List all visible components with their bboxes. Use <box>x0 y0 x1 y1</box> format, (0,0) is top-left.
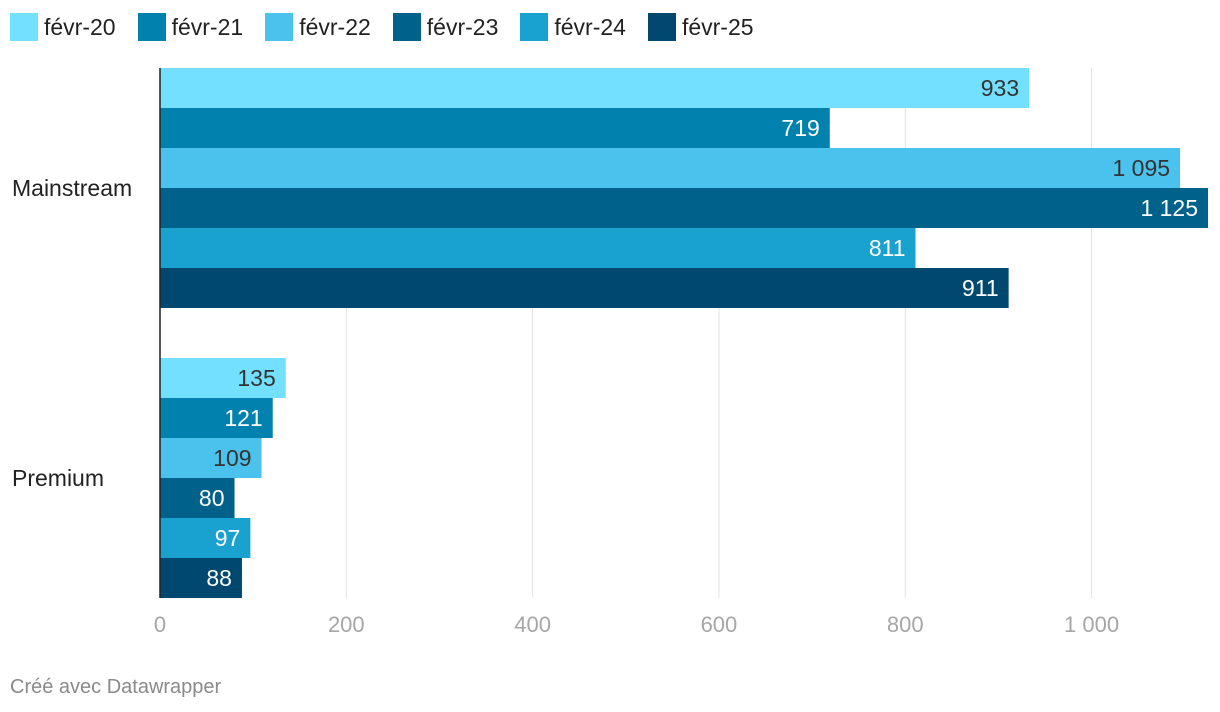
legend-label: févr-21 <box>171 13 244 40</box>
legend-label: févr-25 <box>681 13 754 40</box>
x-tick-label: 200 <box>328 612 365 637</box>
legend-label: févr-23 <box>426 13 499 40</box>
legend-item: févr-24 <box>520 13 626 41</box>
chart-legend: févr-20 févr-21 févr-22 févr-23 févr-24 févr-… <box>10 12 776 42</box>
legend-item: févr-25 <box>647 13 754 41</box>
data-label: 109 <box>213 445 251 471</box>
bar <box>160 558 242 598</box>
x-tick-label: 600 <box>701 612 738 637</box>
data-label: 719 <box>781 115 819 141</box>
legend-item: févr-21 <box>137 13 244 41</box>
data-label: 97 <box>215 525 241 551</box>
data-label: 88 <box>206 565 232 591</box>
legend-swatch <box>10 13 38 41</box>
category-label: Mainstream <box>12 175 132 201</box>
bar <box>160 68 1030 108</box>
data-label: 1 125 <box>1140 195 1198 221</box>
legend-item: févr-20 <box>10 13 116 41</box>
data-label: 80 <box>199 485 225 511</box>
footer-credit: Créé avec Datawrapper <box>10 676 222 698</box>
bar <box>160 518 251 558</box>
data-label: 121 <box>224 405 262 431</box>
data-label: 933 <box>981 75 1019 101</box>
bar-chart: 0 200 400 600 800 1 000 933 719 1 095 1 125 811 911… <box>12 68 1208 637</box>
category-label: Premium <box>12 465 104 491</box>
legend-swatch <box>137 13 166 41</box>
x-tick-label: 1 000 <box>1064 612 1119 637</box>
data-label: 811 <box>869 235 906 261</box>
legend-swatch <box>265 13 294 41</box>
x-tick-label: 0 <box>154 612 166 637</box>
legend-swatch <box>392 13 421 41</box>
bar <box>160 358 286 398</box>
legend-item: févr-23 <box>392 13 499 41</box>
bar <box>160 268 1009 308</box>
legend-swatch <box>647 13 676 41</box>
legend-label: févr-22 <box>299 13 371 40</box>
bar <box>160 108 830 148</box>
legend-swatch <box>520 13 549 41</box>
x-tick-label: 400 <box>514 612 551 637</box>
bar <box>160 398 273 438</box>
legend-label: févr-24 <box>554 13 626 40</box>
bar <box>160 188 1208 228</box>
data-label: 1 095 <box>1112 155 1170 181</box>
legend-item: févr-22 <box>265 13 371 41</box>
bar <box>160 438 262 478</box>
legend-label: févr-20 <box>44 13 116 40</box>
bar <box>160 228 916 268</box>
data-label: 135 <box>237 365 275 391</box>
data-label: 911 <box>962 275 999 301</box>
x-tick-label: 800 <box>887 612 924 637</box>
bar <box>160 478 235 518</box>
bar <box>160 148 1181 188</box>
